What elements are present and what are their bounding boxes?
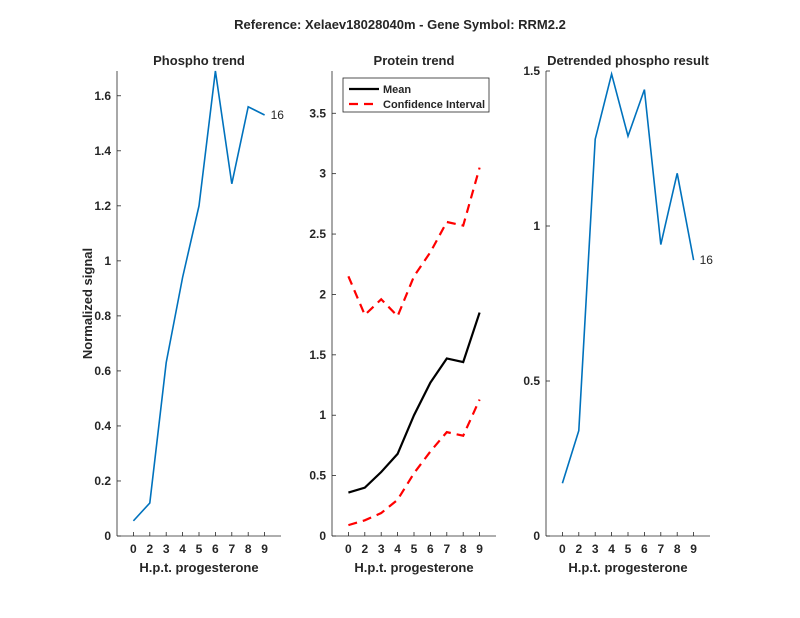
y-tick-label: 3 [319, 167, 326, 181]
x-tick-label: 6 [212, 542, 219, 556]
x-tick-label: 8 [460, 542, 467, 556]
y-tick-label: 1.2 [94, 199, 111, 213]
panel-title: Detrended phospho result [547, 53, 709, 68]
x-axis-label: H.p.t. progesterone [354, 560, 473, 575]
panel-1: 0 2 3 4 5 6 7 8 900.20.40.60.811.21.41.6Phospho … [80, 53, 284, 575]
x-tick-label: 0 [130, 542, 137, 556]
x-tick-label: 5 [411, 542, 418, 556]
y-tick-label: 2 [319, 287, 326, 301]
panel-title: Protein trend [374, 53, 455, 68]
x-tick-label: 6 [641, 542, 648, 556]
x-tick-label: 8 [245, 542, 252, 556]
x-tick-label: 6 [427, 542, 434, 556]
x-axis-label: H.p.t. progesterone [568, 560, 687, 575]
end-point-label: 16 [271, 108, 285, 122]
y-tick-label: 1.6 [94, 89, 111, 103]
x-tick-label: 9 [690, 542, 697, 556]
x-tick-label: 4 [394, 542, 401, 556]
x-tick-label: 0 [345, 542, 352, 556]
y-tick-label: 2.5 [309, 227, 326, 241]
x-tick-label: 3 [378, 542, 385, 556]
legend: Mean Confidence Interval [342, 77, 490, 113]
y-tick-label: 1 [533, 219, 540, 233]
y-tick-label: 0.5 [309, 469, 326, 483]
y-axis-label: Normalized signal [80, 248, 95, 359]
legend-box [342, 77, 490, 113]
y-tick-label: 1.5 [523, 64, 540, 78]
y-tick-label: 3.5 [309, 106, 326, 120]
legend-label: Mean [383, 84, 411, 96]
x-tick-label: 2 [361, 542, 368, 556]
y-tick-label: 0.5 [523, 374, 540, 388]
y-tick-label: 0.8 [94, 309, 111, 323]
series-line-confidence-interval-upper [347, 167, 481, 319]
x-tick-label: 9 [476, 542, 483, 556]
y-tick-label: 0.6 [94, 364, 111, 378]
x-tick-label: 4 [608, 542, 615, 556]
series-line-phospho [132, 70, 265, 522]
x-tick-label: 7 [443, 542, 450, 556]
x-tick-label: 2 [146, 542, 153, 556]
y-tick-label: 1 [319, 408, 326, 422]
x-tick-label: 3 [163, 542, 170, 556]
x-tick-label: 8 [674, 542, 681, 556]
y-tick-label: 1.5 [309, 348, 326, 362]
x-tick-label: 5 [625, 542, 632, 556]
x-tick-label: 4 [179, 542, 186, 556]
series-line-mean [348, 312, 481, 494]
y-tick-label: 0 [319, 529, 326, 543]
x-tick-label: 7 [657, 542, 664, 556]
y-tick-label: 0.4 [94, 419, 111, 433]
x-tick-label: 7 [228, 542, 235, 556]
legend-label: Confidence Interval [383, 99, 485, 111]
series-line-confidence-interval-lower [348, 399, 481, 527]
figure-title: Reference: Xelaev18028040m - Gene Symbol… [234, 17, 566, 32]
x-tick-label: 9 [261, 542, 268, 556]
y-tick-label: 0 [104, 529, 111, 543]
x-tick-label: 2 [575, 542, 582, 556]
x-tick-label: 3 [592, 542, 599, 556]
x-axis-label: H.p.t. progesterone [139, 560, 258, 575]
y-tick-label: 1.4 [94, 144, 111, 158]
series-line-detrended [561, 70, 695, 484]
y-tick-label: 0.2 [94, 474, 111, 488]
end-point-label: 16 [700, 253, 714, 267]
x-tick-label: 0 [559, 542, 566, 556]
x-tick-label: 5 [196, 542, 203, 556]
y-tick-label: 0 [533, 529, 540, 543]
panel-title: Phospho trend [153, 53, 245, 68]
y-tick-label: 1 [104, 254, 111, 268]
